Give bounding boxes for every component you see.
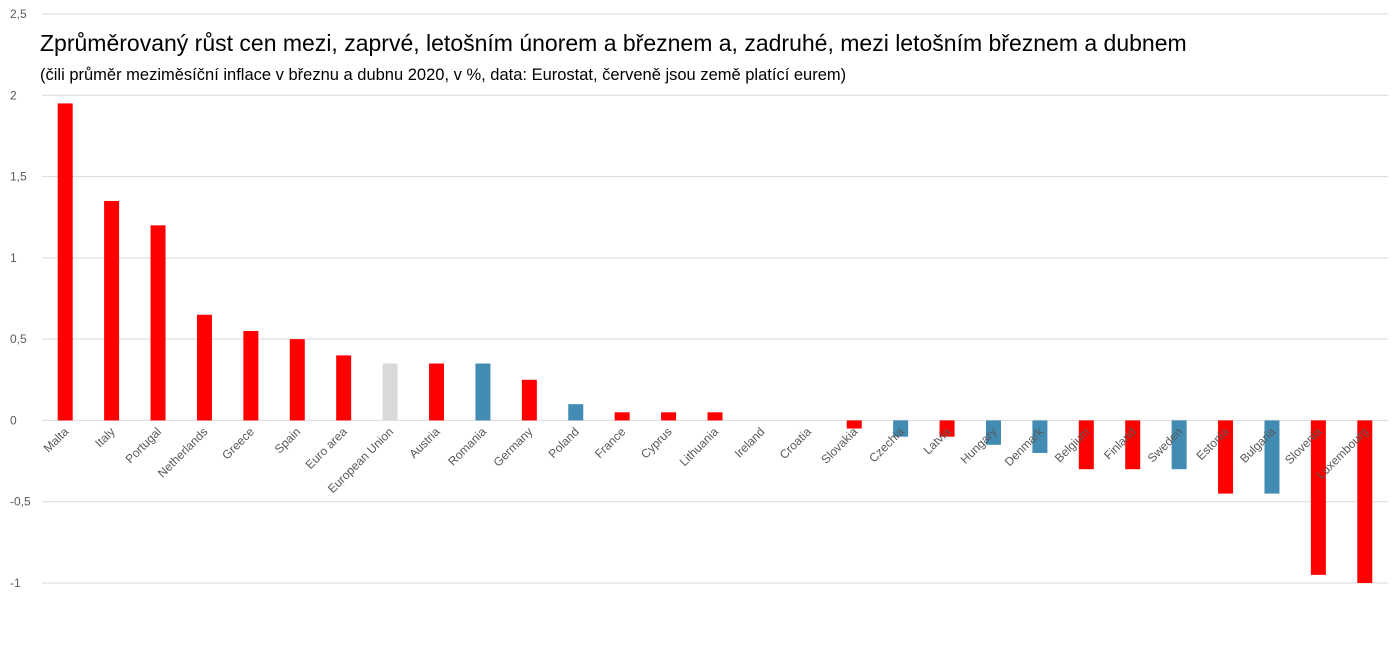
x-tick-label: Cyprus	[638, 425, 675, 462]
bar-denmark	[1032, 420, 1048, 453]
bar-bulgaria	[1264, 420, 1280, 494]
y-tick-label: 1	[10, 251, 17, 265]
bar-hungary	[985, 420, 1001, 445]
y-tick-label: 2,5	[10, 7, 27, 21]
x-tick-label: Portugal	[123, 425, 165, 467]
bar-austria	[429, 363, 445, 421]
bar-luxembourg	[1357, 420, 1373, 583]
y-axis-ticks: 2,5 2 1,5 1 0,5 0 -0,5 -1	[10, 7, 31, 590]
bar-belgium	[1078, 420, 1094, 470]
bar-netherlands	[196, 314, 212, 421]
bar-european-union	[382, 363, 398, 421]
bar-germany	[521, 379, 537, 421]
bars	[57, 103, 1373, 583]
y-tick-label: 0,5	[10, 332, 27, 346]
bar-slovakia	[846, 420, 862, 429]
bar-finland	[1125, 420, 1141, 470]
bar-czechia	[893, 420, 909, 437]
bar-spain	[289, 339, 305, 421]
y-tick-label: 1,5	[10, 170, 27, 184]
x-tick-label: Slovakia	[818, 424, 860, 466]
x-tick-label: Netherlands	[155, 425, 211, 481]
bar-portugal	[150, 225, 166, 421]
x-tick-label: Germany	[491, 425, 536, 470]
x-tick-label: Greece	[219, 424, 257, 462]
x-tick-label: Croatia	[777, 424, 814, 461]
x-tick-label: Hungary	[958, 425, 1000, 467]
bar-slovenia	[1310, 420, 1326, 575]
chart-title: Zprůměrovaný růst cen mezi, zaprvé, leto…	[40, 30, 1187, 56]
x-tick-label: Ireland	[732, 425, 768, 461]
bar-euro-area	[336, 355, 352, 421]
y-tick-label: 2	[10, 88, 17, 102]
bar-cyprus	[661, 412, 677, 421]
gridlines	[42, 13, 1388, 584]
bar-lithuania	[707, 412, 723, 421]
y-tick-label: -0,5	[10, 495, 31, 509]
bar-estonia	[1218, 420, 1234, 494]
bar-greece	[243, 331, 259, 421]
bar-italy	[104, 200, 120, 421]
y-tick-label: -1	[10, 576, 21, 590]
x-tick-label: Poland	[546, 425, 582, 461]
x-tick-label: Italy	[92, 425, 117, 450]
y-tick-label: 0	[10, 413, 17, 427]
x-tick-label: Romania	[445, 424, 489, 468]
x-tick-label: Malta	[41, 424, 72, 455]
x-tick-label: Austria	[406, 424, 443, 461]
bar-france	[614, 412, 630, 421]
bar-poland	[568, 404, 584, 421]
x-tick-label: Euro area	[303, 424, 350, 471]
bar-romania	[475, 363, 491, 421]
chart-subtitle: (čili průměr meziměsíční inflace v březn…	[40, 66, 847, 84]
x-tick-label: Spain	[272, 425, 304, 457]
bar-latvia	[939, 420, 955, 437]
bar-malta	[57, 103, 73, 421]
x-tick-label: France	[592, 424, 629, 461]
x-tick-label: Czechia	[866, 424, 907, 465]
x-tick-label: Lithuania	[677, 424, 722, 469]
bar-sweden	[1171, 420, 1187, 470]
